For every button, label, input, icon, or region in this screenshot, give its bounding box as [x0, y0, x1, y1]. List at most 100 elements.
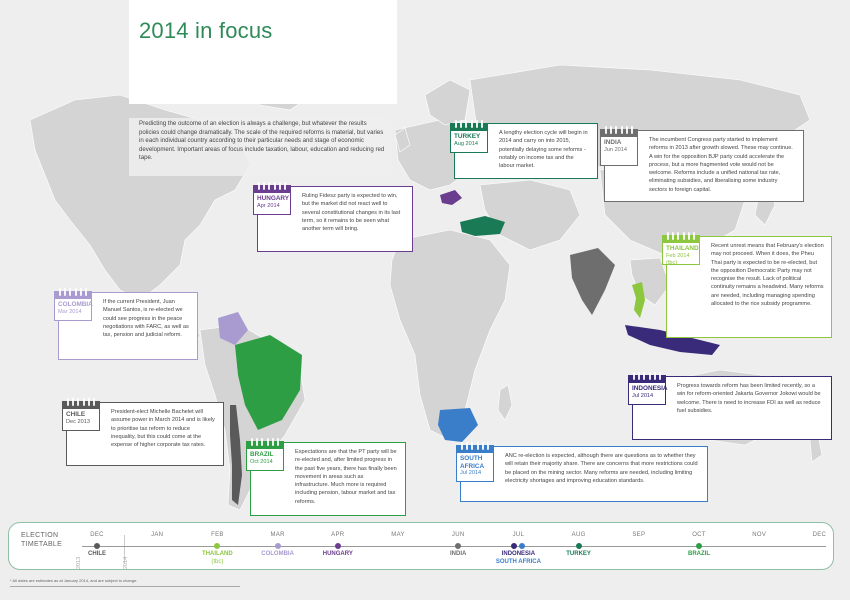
timetable-title: ELECTION TIMETABLE	[21, 531, 62, 549]
intro-text: Predicting the outcome of an election is…	[129, 118, 391, 176]
callout-south-africa: ANC re-election is expected, although th…	[460, 446, 708, 502]
timeline-month: SEP	[632, 532, 646, 538]
calendar-icon: HUNGARY Apr 2014	[253, 182, 291, 215]
callout-text: A lengthy election cycle will begin in 2…	[499, 130, 588, 170]
year-separator	[124, 535, 125, 563]
timeline-event-label: BRAZIL	[688, 551, 710, 559]
calendar-date: Jun 2014	[604, 146, 628, 153]
calendar-icon: INDONESIA Jul 2014	[628, 372, 668, 405]
timeline-month: MAY	[391, 532, 405, 538]
timeline-event-name: HUNGARY	[322, 551, 353, 557]
timeline-event-name: (tbc)	[211, 558, 224, 565]
timeline-event-name: THAILAND	[202, 551, 233, 557]
timeline-month: FEB	[211, 532, 224, 538]
calendar-country-name: BRAZIL	[250, 451, 274, 458]
callout-text: Progress towards reform has been limited…	[677, 383, 821, 414]
timeline-event-label: INDONESIA SOUTH AFRICA	[496, 551, 541, 566]
callout-text: The incumbent Congress party started to …	[649, 137, 793, 193]
south-africa-shape	[438, 408, 478, 442]
timeline-dot	[519, 543, 526, 549]
timeline-month: DEC	[812, 532, 827, 538]
callout-india: The incumbent Congress party started to …	[604, 130, 804, 202]
timeline-event-label: TURKEY	[566, 551, 591, 559]
calendar-date: Aug 2014	[454, 140, 478, 147]
timeline-event-label: HUNGARY	[323, 551, 353, 559]
calendar-date: Feb 2014	[666, 252, 690, 259]
india-shape	[570, 248, 615, 315]
timeline-dot	[575, 543, 582, 549]
footnote: * All dates are estimates as at January …	[10, 578, 138, 583]
calendar-country-name: SOUTH AFRICA	[460, 455, 485, 470]
calendar-country-name: HUNGARY	[257, 195, 290, 202]
calendar-icon: COLOMBIA Mar 2014	[54, 288, 93, 321]
timetable-title-line1: ELECTION	[21, 532, 59, 539]
calendar-date: Jul 2014	[460, 470, 482, 476]
year-2013-label: 2013	[76, 556, 82, 569]
timeline-event-label: INDIA	[450, 551, 466, 559]
timeline-event-name: TURKEY	[566, 551, 591, 557]
calendar-country-name: TURKEY	[454, 133, 481, 140]
calendar-country-name: COLOMBIA	[58, 301, 93, 308]
timeline-event-name: INDIA	[450, 551, 467, 557]
colombia-shape	[218, 312, 248, 345]
timeline-month: JAN	[151, 532, 164, 538]
timeline-event-name: SOUTH AFRICA	[495, 558, 541, 565]
timeline-event-name: COLOMBIA	[261, 551, 294, 557]
page-title: 2014 in focus	[139, 18, 273, 43]
election-timetable: ELECTION TIMETABLE 2013 2014 DEC JAN FEB MA…	[8, 522, 834, 570]
calendar-icon: THAILAND Feb 2014 (tbc)	[662, 232, 700, 266]
calendar-country-name: CHILE	[66, 411, 86, 418]
year-2014-label: 2014	[123, 556, 129, 569]
timeline-month: JUN	[451, 532, 465, 538]
callout-text: If the current President, Juan Manuel Sa…	[103, 299, 189, 339]
callout-text: ANC re-election is expected, although th…	[505, 453, 698, 484]
timeline-dot	[274, 543, 281, 549]
calendar-date: Jul 2014	[632, 392, 654, 399]
timeline-month: AUG	[571, 532, 586, 538]
callout-text: Expectations are that the PT party will …	[295, 449, 397, 505]
brazil-shape	[235, 335, 302, 430]
callout-text: Ruling Fidesz party is expected to win, …	[302, 193, 401, 233]
indonesia-shape	[625, 325, 720, 355]
timeline-dot	[511, 543, 518, 549]
timeline-event-name: INDONESIA	[501, 551, 536, 557]
title-panel: 2014 in focus	[129, 0, 397, 104]
timeline-dot	[696, 543, 702, 549]
timeline-month: APR	[331, 532, 345, 538]
hungary-shape	[440, 190, 462, 205]
timeline-dot	[334, 543, 341, 549]
timeline-dot	[455, 543, 462, 549]
timetable-title-line2: TIMETABLE	[21, 541, 63, 548]
footnote-rule	[10, 586, 240, 587]
calendar-date: Mar 2014	[58, 308, 82, 315]
calendar-date: Apr 2014	[257, 202, 280, 209]
timeline-event-label: THAILAND (tbc)	[202, 551, 233, 566]
timeline-month: MAR	[270, 532, 285, 538]
calendar-icon: SOUTH AFRICA Jul 2014	[456, 442, 494, 482]
calendar-date: Oct 2014	[250, 458, 273, 465]
timeline-month: DEC	[90, 532, 104, 538]
turkey-shape	[460, 216, 505, 236]
timeline-event-label: CHILE	[88, 551, 106, 559]
calendar-country-name: INDONESIA	[632, 385, 668, 392]
timeline-axis	[82, 546, 826, 547]
callout-text: President-elect Michelle Bachelet will a…	[111, 409, 215, 449]
timeline-month: OCT	[692, 532, 706, 538]
calendar-country-name: INDIA	[604, 139, 622, 146]
calendar-date: Dec 2013	[66, 418, 90, 425]
timeline-event-name: CHILE	[88, 551, 106, 557]
calendar-icon: CHILE Dec 2013	[62, 398, 100, 431]
chile-shape	[230, 405, 242, 505]
timeline-dot	[94, 543, 100, 549]
calendar-date-note: (tbc)	[666, 259, 678, 266]
timeline-dot	[214, 543, 221, 549]
timeline-month: JUL	[512, 532, 525, 538]
thailand-shape	[632, 282, 645, 318]
callout-text: Recent unrest means that February's elec…	[711, 243, 824, 308]
calendar-country-name: THAILAND	[666, 245, 699, 252]
timeline-event-label: COLOMBIA	[261, 551, 294, 559]
calendar-icon: BRAZIL Oct 2014	[246, 438, 284, 471]
calendar-icon: INDIA Jun 2014	[600, 126, 638, 166]
calendar-icon: TURKEY Aug 2014	[450, 120, 488, 153]
timeline-month: NOV	[752, 532, 767, 538]
